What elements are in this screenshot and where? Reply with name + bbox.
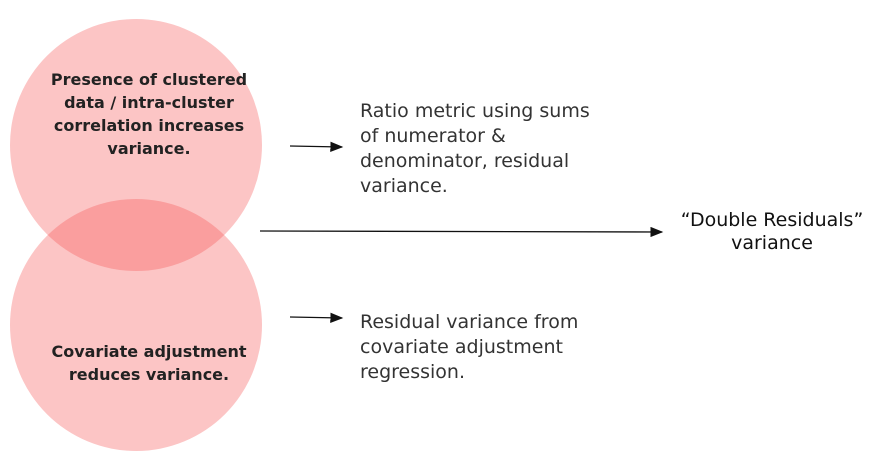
result-label: variance (731, 232, 813, 254)
circle-label: reduces variance. (69, 365, 229, 384)
result-label: “Double Residuals” (681, 209, 864, 231)
description: variance. (360, 175, 448, 197)
circle-top (10, 19, 262, 271)
circle-label: variance. (107, 139, 190, 158)
arrow (289, 141, 344, 152)
circle-label: Covariate adjustment (51, 342, 246, 361)
arrow (289, 312, 344, 323)
circle-bottom (10, 199, 262, 451)
circle-label: data / intra-cluster (64, 93, 234, 112)
circle-label: correlation increases (54, 116, 244, 135)
description: covariate adjustment (360, 336, 563, 358)
description: of numerator & (360, 125, 506, 147)
description: regression. (360, 361, 465, 383)
description: Ratio metric using sums (360, 100, 590, 122)
circle-label: Presence of clustered (51, 70, 247, 89)
description: denominator, residual (360, 150, 569, 172)
description: Residual variance from (360, 311, 578, 333)
arrow (259, 226, 664, 238)
